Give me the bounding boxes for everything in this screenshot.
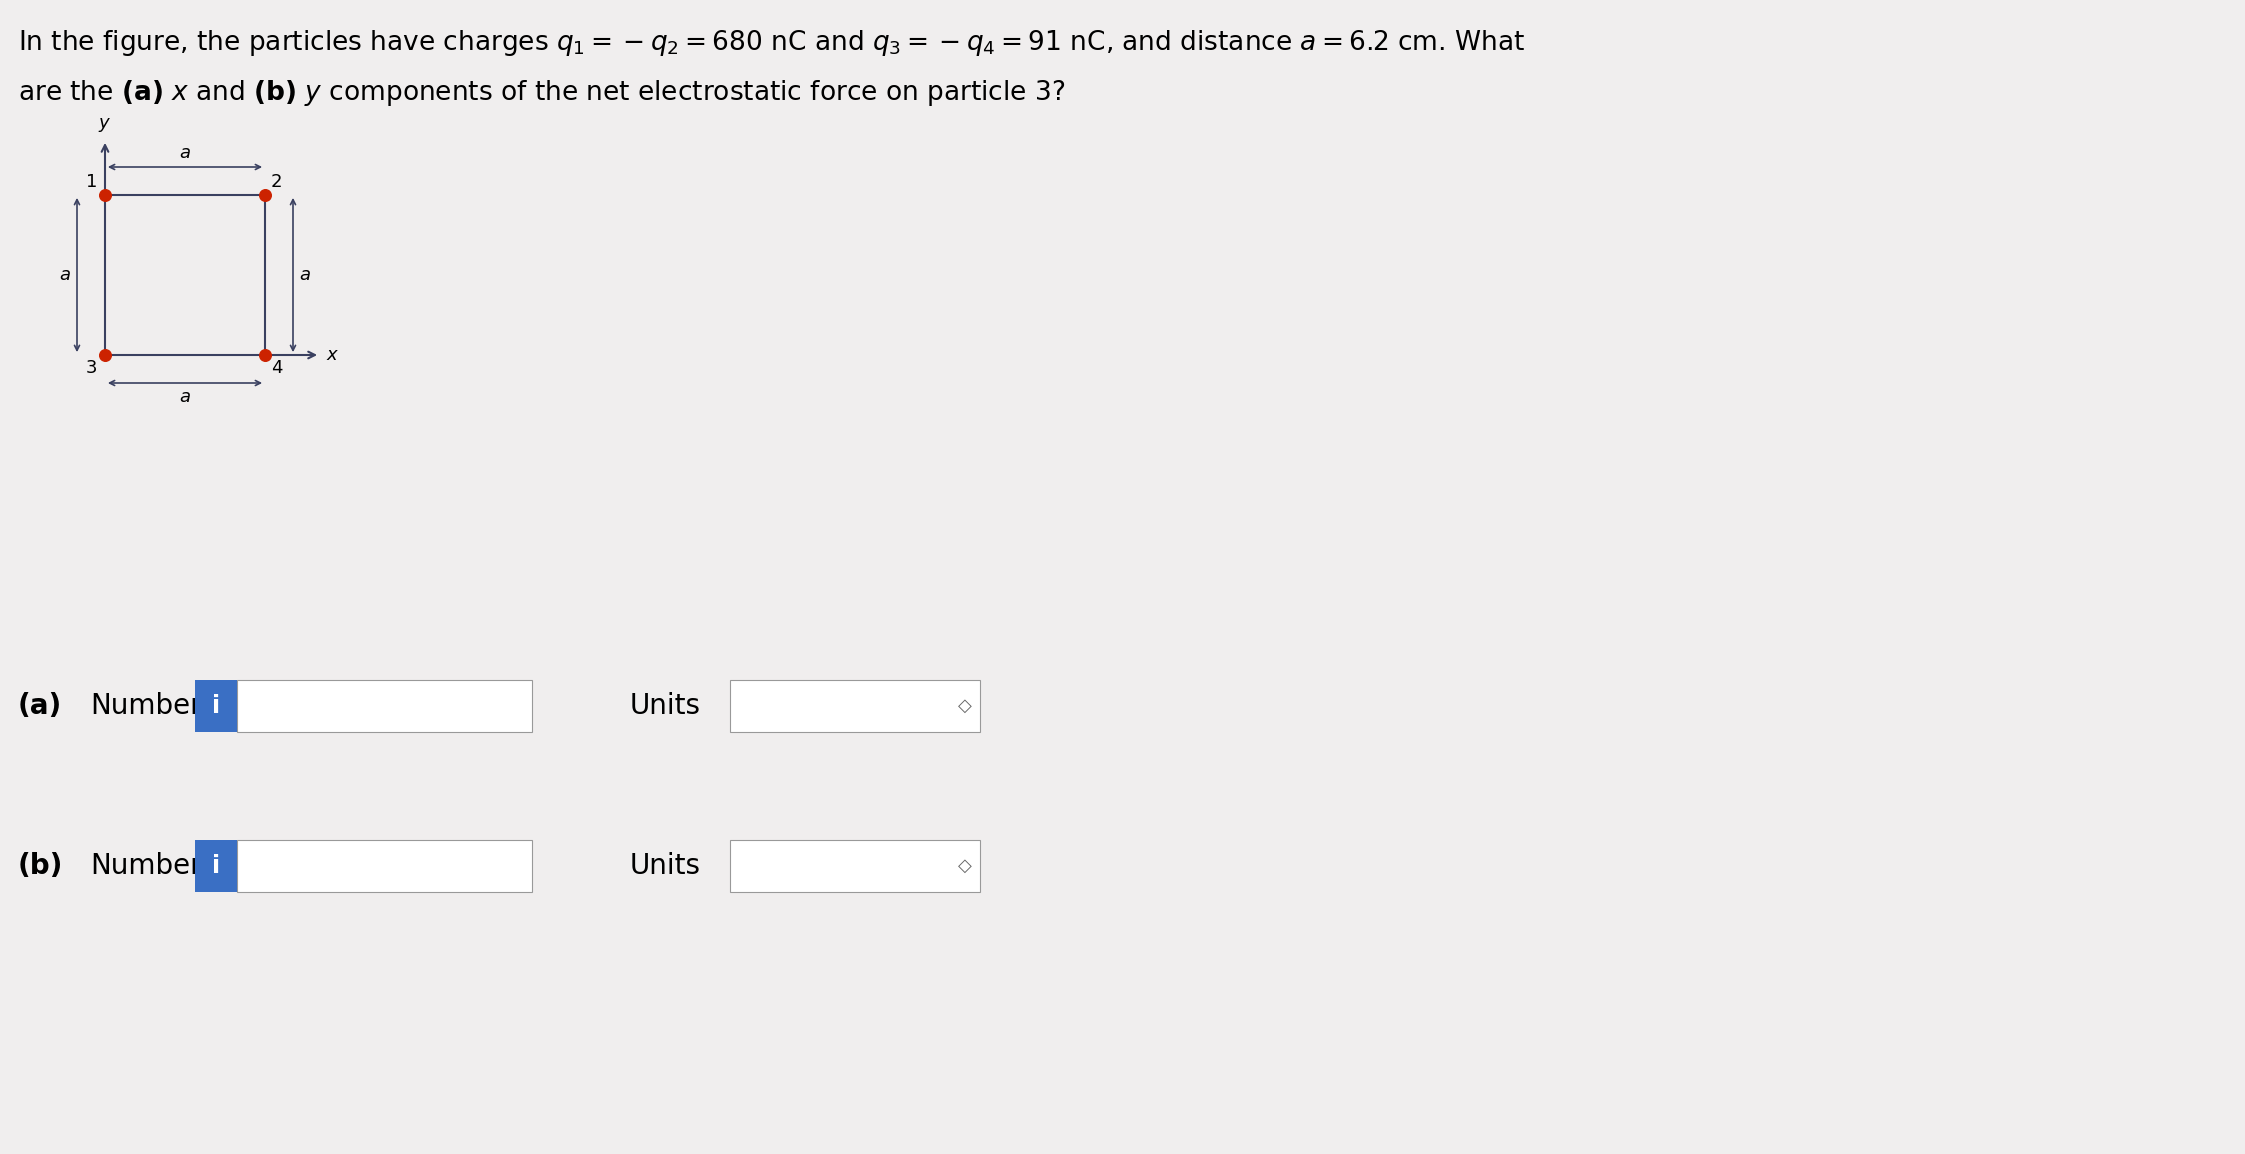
Text: 2: 2 <box>272 173 283 192</box>
Point <box>247 186 283 204</box>
Text: $a$: $a$ <box>180 388 191 406</box>
Bar <box>195 680 238 732</box>
Text: i: i <box>211 854 220 878</box>
Text: 1: 1 <box>85 173 97 192</box>
Point <box>88 346 123 365</box>
Bar <box>238 840 532 892</box>
Text: ◇: ◇ <box>959 857 972 875</box>
Point <box>88 186 123 204</box>
Text: In the figure, the particles have charges $q_1 = -q_2 = 680\ \mathrm{nC}$ and $q: In the figure, the particles have charge… <box>18 28 1524 58</box>
Text: (b): (b) <box>18 852 63 881</box>
Text: $a$: $a$ <box>58 267 72 284</box>
Text: i: i <box>211 694 220 718</box>
Text: Units: Units <box>631 692 700 720</box>
Text: (a): (a) <box>18 692 63 720</box>
Bar <box>730 680 981 732</box>
Text: $a$: $a$ <box>180 144 191 162</box>
Point <box>247 346 283 365</box>
Text: Units: Units <box>631 852 700 881</box>
Text: are the $\bf{(a)}$ $x$ and $\bf{(b)}$ $y$ components of the net electrostatic fo: are the $\bf{(a)}$ $x$ and $\bf{(b)}$ $y… <box>18 78 1064 108</box>
Text: $y$: $y$ <box>99 117 112 134</box>
Text: 3: 3 <box>85 359 97 377</box>
Bar <box>195 840 238 892</box>
Text: $x$: $x$ <box>326 346 339 364</box>
Text: Number: Number <box>90 852 202 881</box>
Text: ◇: ◇ <box>959 697 972 715</box>
Text: Number: Number <box>90 692 202 720</box>
Bar <box>238 680 532 732</box>
Text: 4: 4 <box>272 359 283 377</box>
Text: $a$: $a$ <box>299 267 310 284</box>
Bar <box>730 840 981 892</box>
